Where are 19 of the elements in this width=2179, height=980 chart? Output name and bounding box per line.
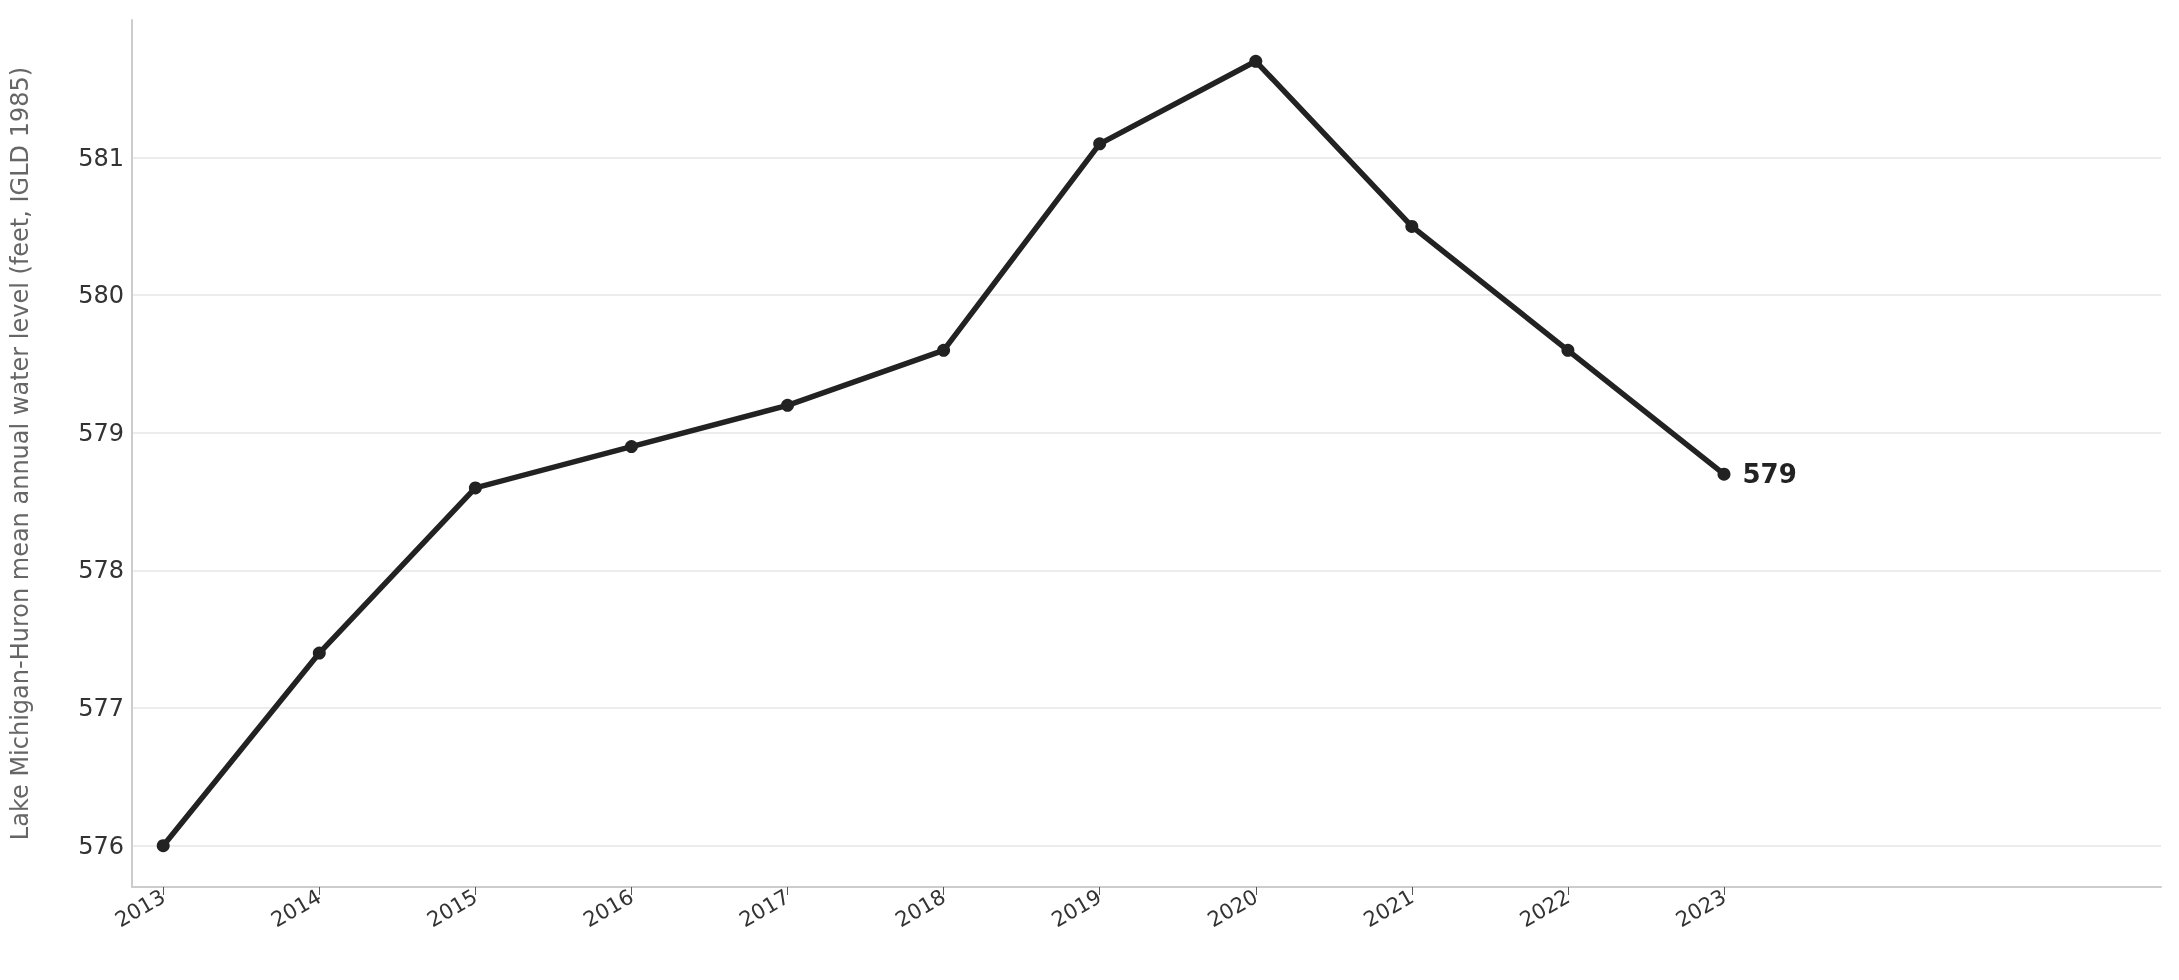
point xyxy=(312,646,326,660)
point xyxy=(1249,54,1263,68)
point xyxy=(1717,467,1731,481)
y-tick-label: 581 xyxy=(78,143,124,172)
point xyxy=(1561,343,1575,357)
point xyxy=(781,398,795,412)
point xyxy=(156,839,170,853)
y-axis-title: Lake Michigan-Huron mean annual water level (feet, IGLD 1985) xyxy=(6,66,34,841)
point xyxy=(624,440,638,454)
data-label: 579 xyxy=(1742,459,1797,490)
y-tick-label: 578 xyxy=(78,556,124,585)
point xyxy=(937,343,951,357)
point xyxy=(1093,137,1107,151)
y-tick-label: 580 xyxy=(78,281,124,310)
point xyxy=(468,481,482,495)
point xyxy=(1405,219,1419,233)
y-tick-label: 576 xyxy=(78,831,124,860)
y-tick-label: 579 xyxy=(78,418,124,447)
y-tick-label: 577 xyxy=(78,694,124,723)
